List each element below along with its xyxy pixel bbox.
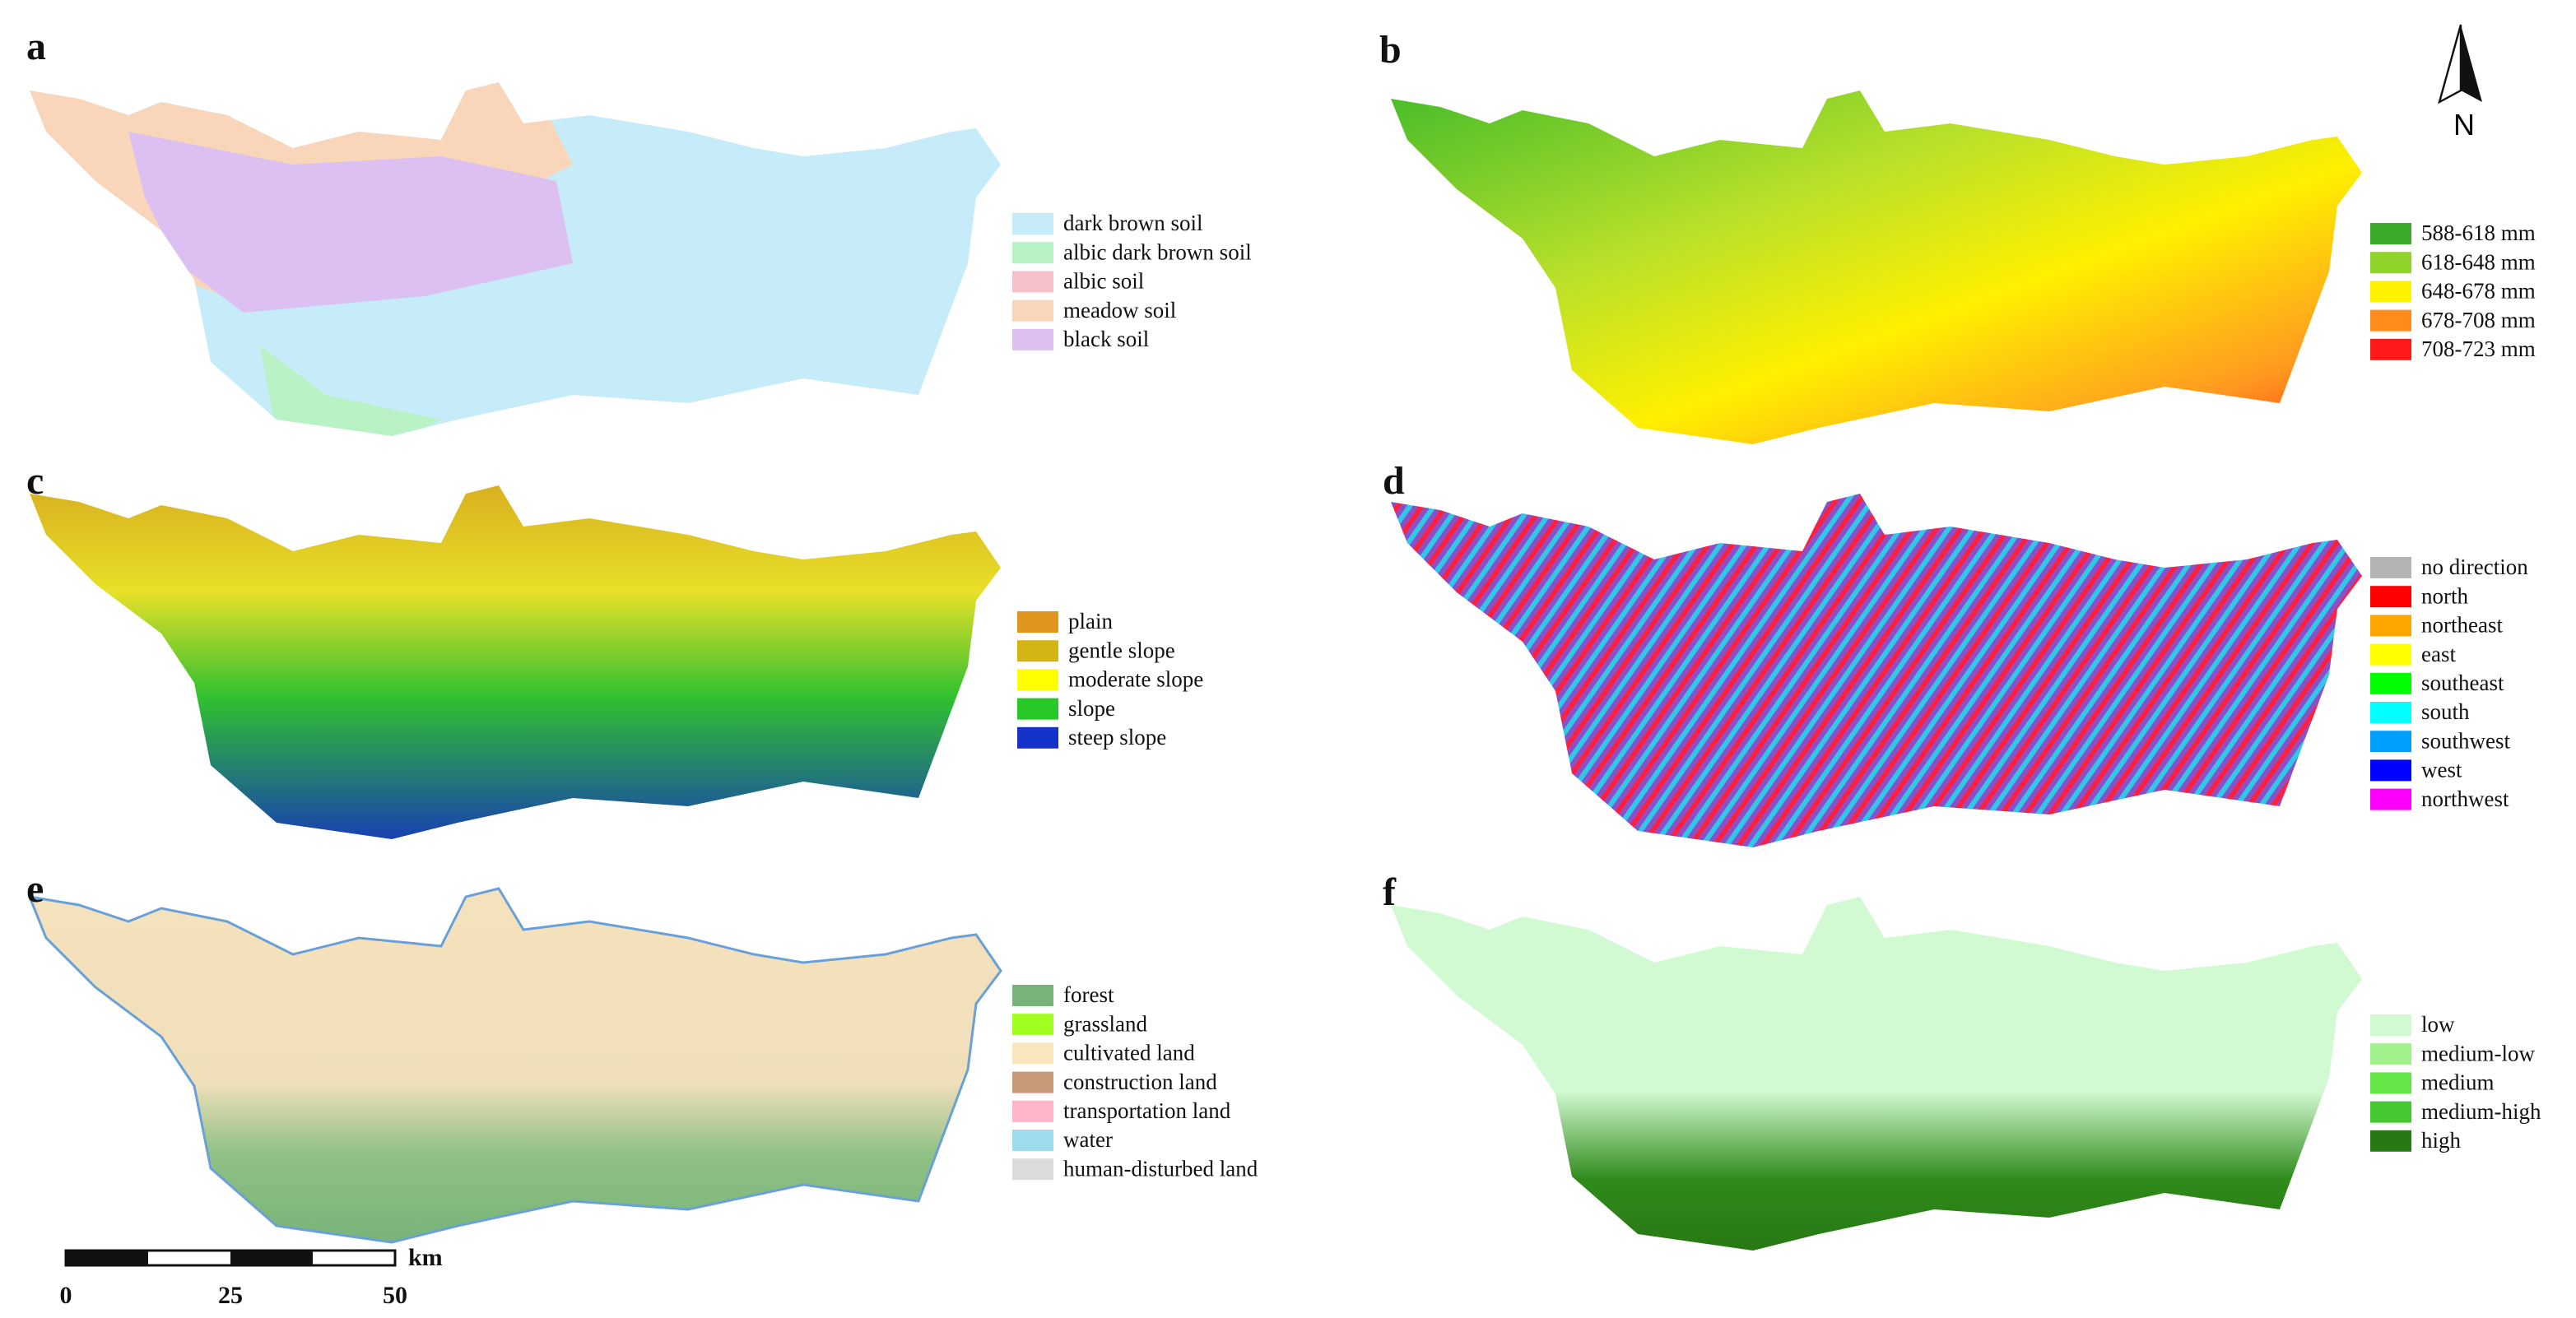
legend-label: grassland — [1063, 1011, 1147, 1036]
legend-label: east — [2421, 642, 2456, 666]
legend-label: 708-723 mm — [2421, 336, 2536, 361]
legend-swatch — [1017, 611, 1058, 633]
legend-label: albic soil — [1063, 269, 1144, 294]
scale-tick: 0 — [60, 1282, 72, 1309]
legend-swatch — [2370, 759, 2411, 782]
map-slope — [30, 485, 1001, 839]
legend-swatch — [1012, 242, 1053, 264]
legend-label: no direction — [2421, 555, 2528, 579]
scale-tick: 50 — [383, 1282, 407, 1309]
legend-swatch — [2370, 788, 2411, 810]
legend-label: construction land — [1063, 1070, 1217, 1094]
legend-swatch — [1012, 1100, 1053, 1122]
legend-label: medium — [2421, 1070, 2495, 1095]
panel-label: d — [1383, 459, 1405, 503]
scale-bar: km 0 25 50 — [60, 1244, 443, 1309]
legend-swatch — [1012, 328, 1053, 350]
legend-swatch — [1017, 669, 1058, 691]
legend-label: 588-618 mm — [2421, 220, 2536, 245]
legend-label: steep slope — [1068, 725, 1166, 749]
legend-swatch — [2370, 702, 2411, 723]
legend-label: human-disturbed land — [1063, 1156, 1258, 1181]
legend-swatch — [2370, 338, 2411, 360]
legend-swatch — [2370, 615, 2411, 637]
legend-swatch — [2370, 643, 2411, 666]
legend-swatch — [2370, 586, 2411, 608]
map-sensitivity — [1391, 897, 2362, 1251]
map-soil — [30, 82, 1001, 436]
legend-label: forest — [1063, 982, 1114, 1007]
panel-label: f — [1383, 870, 1397, 914]
legend-label: slope — [1068, 696, 1115, 721]
legend-swatch — [1012, 299, 1053, 322]
legend-swatch — [1012, 271, 1053, 293]
panel-label: b — [1379, 28, 1402, 72]
panel-label: e — [26, 867, 44, 911]
legend-label: gentle slope — [1068, 638, 1175, 662]
legend-swatch — [1012, 1071, 1053, 1093]
legend-label: high — [2421, 1128, 2462, 1153]
legend-label: 618-648 mm — [2421, 249, 2536, 274]
legend-swatch — [1017, 640, 1058, 662]
north-label: N — [2453, 108, 2475, 142]
legend-label: moderate slope — [1068, 667, 1203, 692]
legend-label: 678-708 mm — [2421, 308, 2536, 332]
legend-label: north — [2421, 583, 2468, 608]
legend-label: albic dark brown soil — [1063, 239, 1252, 264]
legend-swatch — [1012, 1158, 1053, 1181]
legend-swatch — [2370, 731, 2411, 753]
legend-label: northwest — [2421, 787, 2509, 811]
legend-swatch — [2370, 1072, 2411, 1094]
legend-label: medium-low — [2421, 1041, 2535, 1065]
legend-label: black soil — [1063, 327, 1149, 351]
legend-swatch — [2370, 309, 2411, 332]
legend-label: southwest — [2421, 728, 2510, 753]
legend-swatch — [2370, 1101, 2411, 1123]
legend-swatch — [1012, 213, 1053, 234]
legend-label: northeast — [2421, 613, 2503, 638]
legend-label: west — [2421, 758, 2462, 782]
legend-swatch — [2370, 252, 2411, 274]
legend-label: transportation land — [1063, 1098, 1231, 1123]
map-aspect — [1391, 494, 2362, 847]
legend-swatch — [1012, 1130, 1053, 1151]
legend-label: water — [1063, 1127, 1113, 1152]
panel-label: a — [26, 25, 46, 68]
legend-swatch — [2370, 223, 2411, 244]
legend-label: southeast — [2421, 671, 2504, 695]
legend-label: dark brown soil — [1063, 211, 1202, 235]
legend-swatch — [2370, 1043, 2411, 1065]
legend-swatch — [2370, 1014, 2411, 1036]
legend-swatch — [1012, 985, 1053, 1006]
legend-swatch — [1012, 1014, 1053, 1036]
legend-swatch — [1017, 726, 1058, 749]
legend-swatch — [1017, 698, 1058, 720]
legend-label: plain — [1068, 609, 1113, 633]
legend-label: low — [2421, 1012, 2455, 1037]
north-arrow: N — [2438, 24, 2482, 142]
legend-label: meadow soil — [1063, 298, 1176, 323]
map-precipitation — [1391, 90, 2362, 444]
legend-label: 648-678 mm — [2421, 279, 2536, 304]
legend-swatch — [2370, 281, 2411, 303]
map-land-use — [28, 887, 1002, 1244]
legend-label: cultivated land — [1063, 1041, 1195, 1065]
scale-tick: 25 — [218, 1282, 243, 1309]
legend-swatch — [1012, 1042, 1053, 1065]
legend-swatch — [2370, 1130, 2411, 1152]
legend-label: south — [2421, 699, 2470, 724]
scale-unit: km — [408, 1244, 443, 1271]
legend-swatch — [2370, 557, 2411, 578]
legend-swatch — [2370, 672, 2411, 694]
panel-label: c — [26, 459, 44, 503]
legend-label: medium-high — [2421, 1099, 2541, 1124]
